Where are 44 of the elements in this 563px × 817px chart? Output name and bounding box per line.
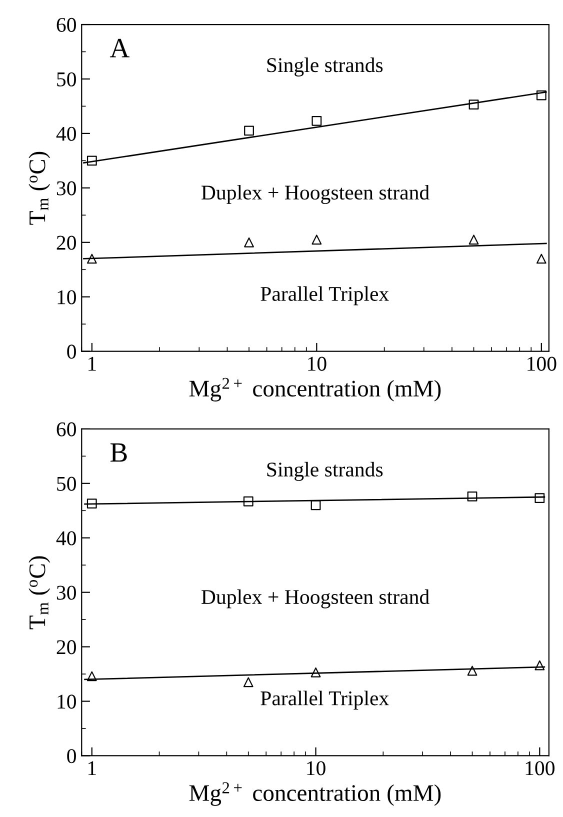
y-tick-label: 60 <box>56 18 76 32</box>
point <box>86 156 97 166</box>
annotation: Single strands <box>267 58 383 76</box>
y-tick-label: 40 <box>56 126 76 141</box>
point <box>536 254 546 264</box>
point <box>86 498 97 508</box>
point <box>86 671 97 682</box>
y-tick-label: 0 <box>67 749 76 764</box>
y-tick-label: 10 <box>58 694 76 709</box>
x-tick-label: 100 <box>526 761 554 776</box>
point <box>534 493 545 504</box>
y-tick-label: 50 <box>57 476 76 491</box>
y-tick-label: 10 <box>58 290 76 304</box>
x-tick-label: 10 <box>307 761 326 776</box>
point <box>536 90 546 100</box>
y-tick-label: 30 <box>56 181 76 196</box>
x-tick-label: 1 <box>88 356 96 371</box>
annotation: Parallel Triplex <box>260 286 389 306</box>
annotation: Duplex + Hoogsteen strand <box>202 589 430 608</box>
y-tick-label: 20 <box>56 236 76 250</box>
point <box>312 116 322 126</box>
x-tick-label: 1 <box>88 761 96 776</box>
chart-title: B <box>110 443 127 462</box>
y-axis-title: T$_{m}$ ($^{o}$C) <box>28 152 50 225</box>
y-tick-label: 50 <box>57 72 76 86</box>
annotation: Single strands <box>267 462 383 481</box>
x-axis-title: Mg$^{2+}$ concentration (mM) <box>189 782 441 806</box>
point <box>312 234 322 245</box>
x-tick-label: 100 <box>528 356 556 371</box>
x-axis-title: Mg$^{2+}$ concentration (mM) <box>189 378 441 402</box>
point <box>86 254 97 264</box>
chart-title: A <box>110 38 130 58</box>
point <box>310 500 321 510</box>
y-tick-label: 20 <box>56 640 76 654</box>
x-tick-label: 10 <box>308 356 326 371</box>
point <box>534 660 545 670</box>
y-tick-label: 60 <box>56 422 76 436</box>
y-tick-label: 40 <box>56 531 76 546</box>
y-tick-label: 0 <box>67 344 76 359</box>
y-axis-title: T$_{m}$ ($^{o}$C) <box>28 556 50 630</box>
y-tick-label: 30 <box>56 586 76 600</box>
point <box>310 667 321 678</box>
annotation: Duplex + Hoogsteen strand <box>202 184 430 204</box>
annotation: Parallel Triplex <box>260 690 389 710</box>
